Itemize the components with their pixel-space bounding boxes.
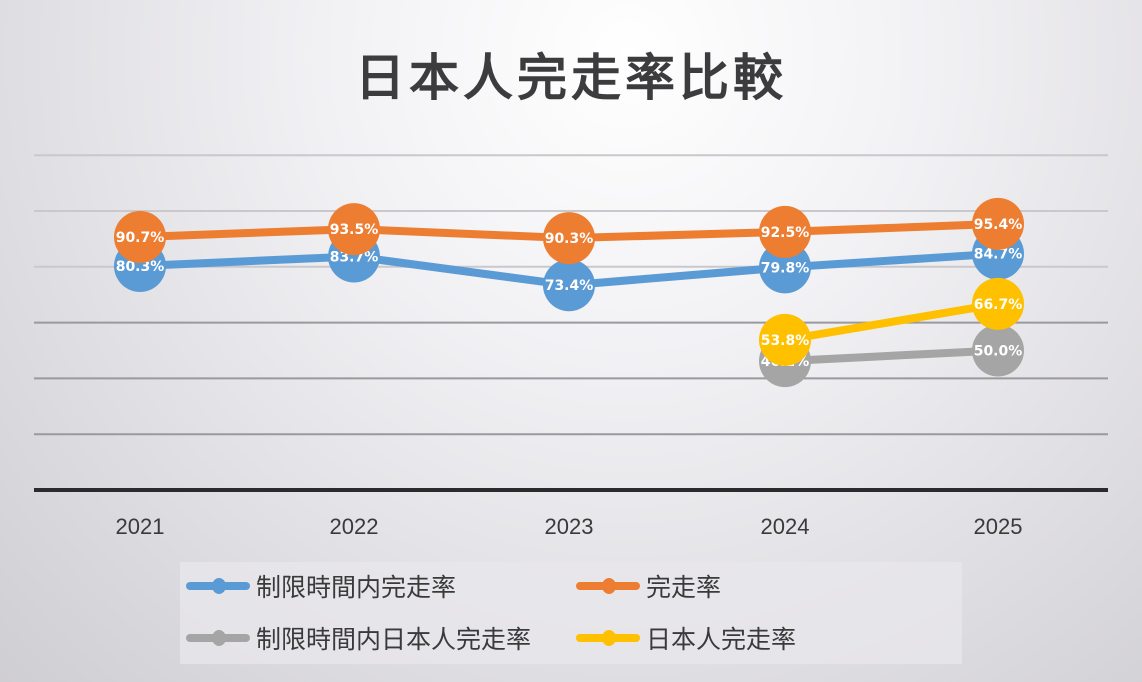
data-label: 93.5% [330,222,379,238]
x-tick-label: 2023 [545,514,594,539]
legend-label: 制限時間内日本人完走率 [256,625,532,654]
gridlines [34,154,1108,492]
data-point-marker[interactable] [759,205,811,258]
legend-label: 日本人完走率 [646,625,797,654]
data-label: 66.7% [974,297,1023,313]
legend-label: 制限時間内完走率 [256,573,457,602]
series-line: 53.8% 66.7% [759,277,1024,366]
series-line: 90.7% 93.5% 90.3% 92.5% 95.4% [114,197,1024,265]
data-label: 73.4% [545,278,594,294]
x-tick-label: 2022 [330,514,379,539]
data-label: 79.8% [761,260,810,276]
legend-line-icon [576,578,640,594]
legend-item-japanese-finish-rate[interactable]: 日本人完走率 [576,618,796,658]
chart-title: 日本人完走率比較 [355,49,787,107]
data-label: 84.7% [974,247,1023,263]
data-point-marker[interactable] [972,277,1024,330]
data-label: 80.3% [116,259,165,275]
data-label: 92.5% [761,225,810,241]
legend: 制限時間内完走率 完走率 制限時間内日本人完走率 日本人完走率 [180,562,962,664]
data-label: 50.0% [974,344,1023,360]
legend-line-icon [576,630,640,646]
x-axis-labels: 2021 2022 2023 2024 2025 [116,514,1023,539]
data-point-marker[interactable] [972,197,1024,250]
legend-line-icon [186,578,250,594]
data-label: 90.3% [545,231,594,247]
legend-item-time-limit-finish-rate[interactable]: 制限時間内完走率 [186,566,456,606]
data-point-marker[interactable] [114,210,166,263]
data-label: 95.4% [974,217,1023,233]
x-tick-label: 2025 [974,514,1023,539]
data-point-marker[interactable] [543,212,595,265]
legend-item-time-limit-japanese-finish-rate[interactable]: 制限時間内日本人完走率 [186,618,531,658]
data-point-marker[interactable] [328,203,380,256]
legend-item-finish-rate[interactable]: 完走率 [576,566,721,606]
data-label: 53.8% [761,333,810,349]
legend-line-icon [186,630,250,646]
data-label: 83.7% [330,249,379,265]
data-point-marker[interactable] [972,324,1024,377]
data-label: 90.7% [116,230,165,246]
data-point-marker[interactable] [543,259,595,312]
series-group: 80.3%83.7%73.4%79.8%84.7%46.2%50.0%53.8%… [114,197,1024,388]
x-tick-label: 2021 [116,514,165,539]
data-point-marker[interactable] [759,313,811,366]
x-tick-label: 2024 [761,514,810,539]
legend-label: 完走率 [646,573,722,602]
